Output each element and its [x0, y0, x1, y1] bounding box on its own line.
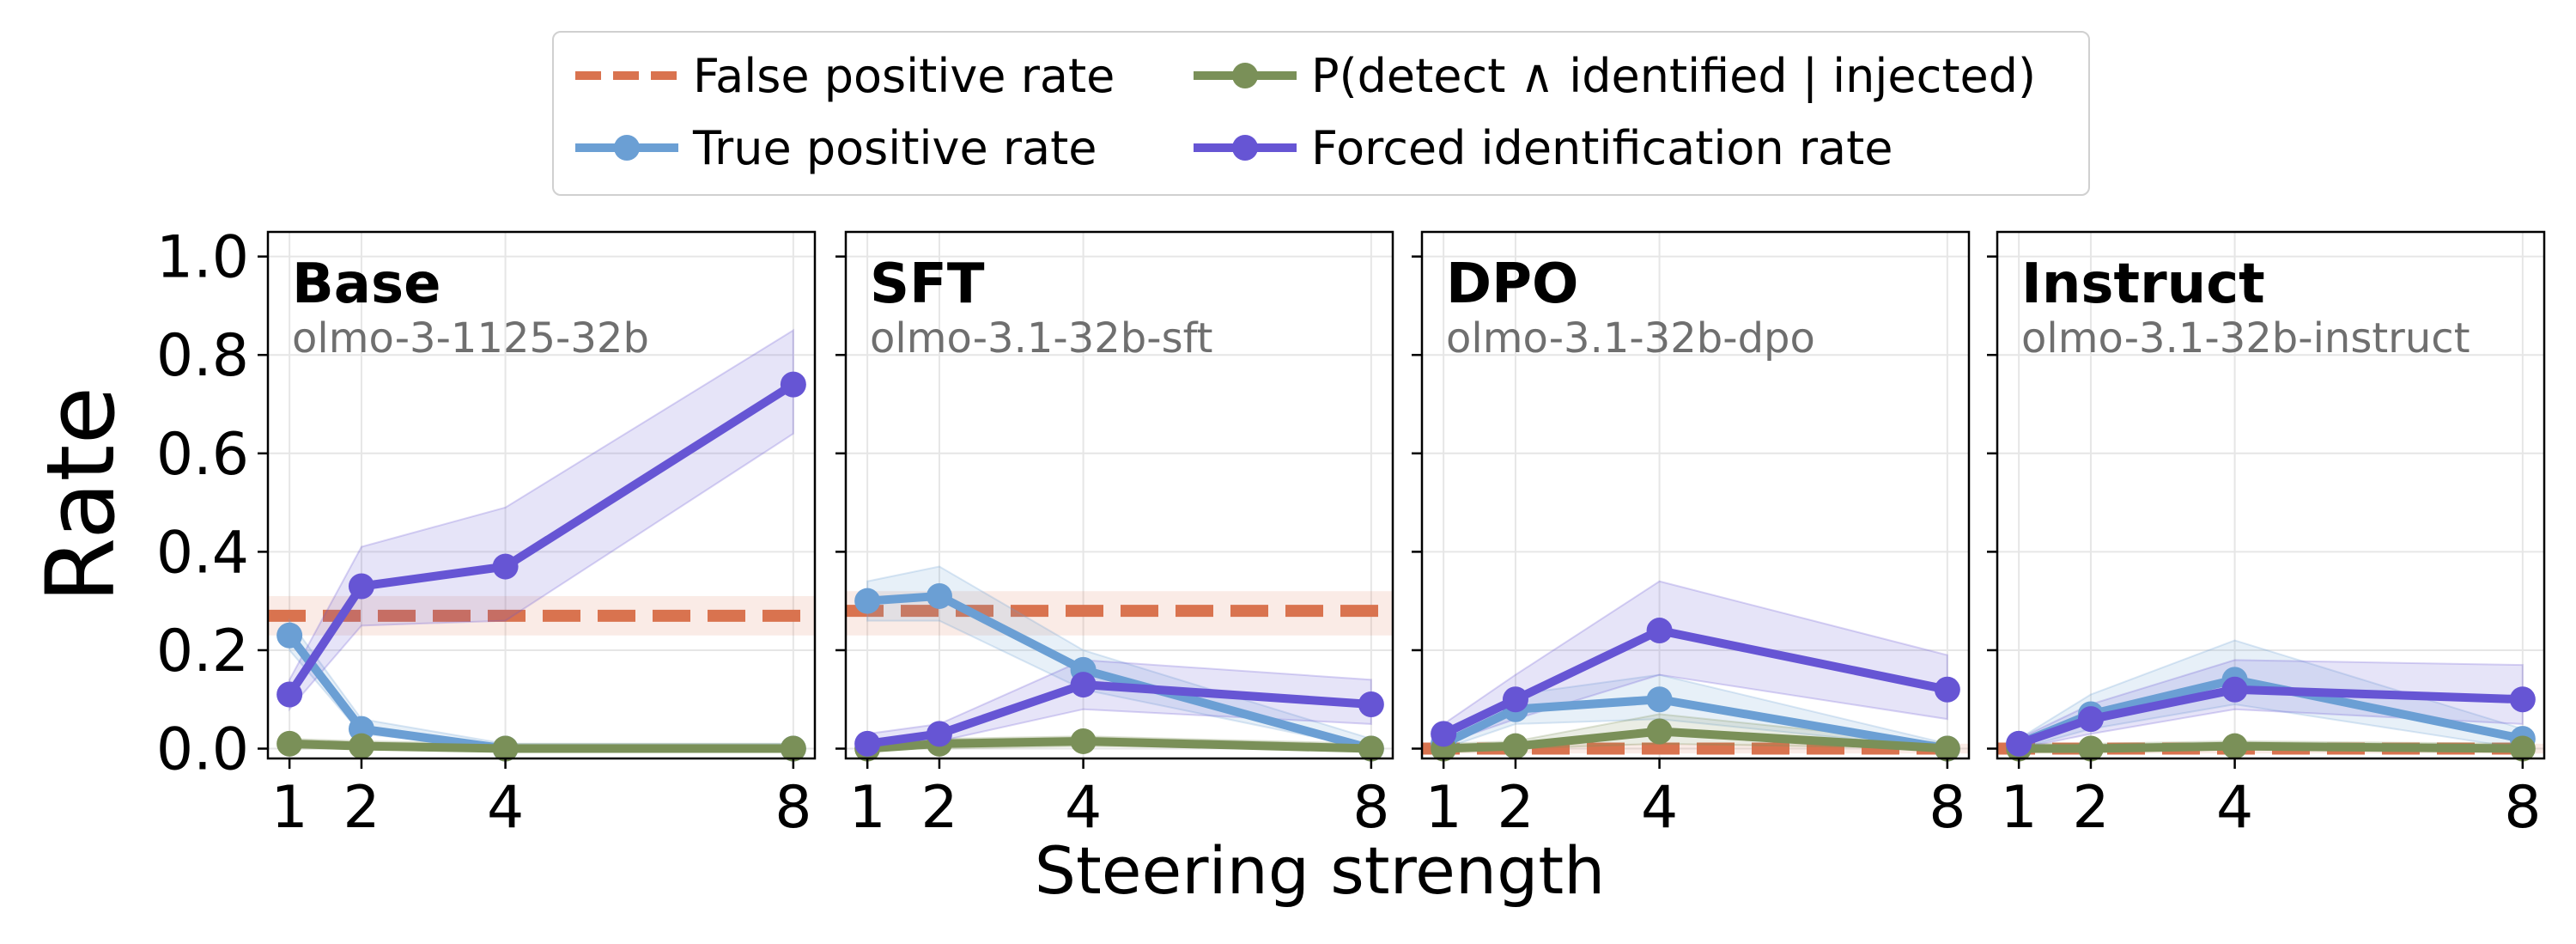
fir-point	[276, 681, 303, 708]
x-axis-label: Steering strength	[1035, 832, 1606, 909]
x-tick-label: 8	[775, 774, 811, 842]
panel-title: DPO	[1446, 253, 1578, 316]
fir-line	[285, 381, 796, 697]
pdi-point	[1070, 728, 1097, 754]
legend-swatch-tpr	[571, 122, 683, 174]
fir-point	[1502, 686, 1528, 713]
pdi-point	[276, 730, 303, 757]
fir-band	[289, 328, 794, 712]
panel-title: Instruct	[2021, 253, 2265, 316]
fir-line	[2017, 685, 2524, 748]
y-axis-label: Rate	[26, 387, 136, 603]
x-tick-label: 2	[920, 774, 957, 842]
legend-item-tpr: True positive rate	[571, 120, 1097, 175]
fir-point	[854, 730, 881, 757]
tpr-point	[276, 622, 303, 649]
pdi-point	[1502, 733, 1528, 759]
y-tick-label: 0.8	[156, 322, 249, 390]
x-tick-label: 2	[1497, 774, 1534, 842]
panel-subtitle: olmo-3.1-32b-sft	[870, 314, 1212, 362]
legend-swatch-pdi	[1189, 50, 1301, 101]
fir-line	[866, 680, 1372, 748]
tpr-point	[1646, 686, 1673, 713]
x-tick-label: 2	[2072, 774, 2109, 842]
x-tick-label: 4	[2216, 774, 2253, 842]
panel-frame	[1996, 230, 2546, 760]
y-tick-label: 0.4	[156, 519, 249, 587]
fir-point	[2221, 676, 2248, 703]
fir-point	[1070, 672, 1097, 698]
tpr-point	[854, 588, 881, 614]
pdi-line	[289, 739, 793, 753]
pdi-point	[2077, 735, 2104, 762]
pdi-point	[348, 733, 374, 759]
panel-frame	[266, 230, 817, 760]
panel-title: SFT	[870, 253, 985, 316]
fpr-band	[1422, 743, 1969, 754]
pdi-point	[1646, 718, 1673, 745]
x-tick-label: 1	[849, 774, 886, 842]
fir-point	[1358, 691, 1384, 717]
x-tick-label: 8	[2504, 774, 2541, 842]
x-tick-label: 1	[271, 774, 308, 842]
legend-label-pdi: P(detect ∧ identified | injected)	[1311, 48, 2037, 103]
x-tick-label: 8	[1929, 774, 1965, 842]
pdi-line	[2019, 741, 2523, 753]
x-tick-label: 1	[2001, 774, 2038, 842]
x-tick-label: 4	[487, 774, 524, 842]
x-tick-label: 8	[1352, 774, 1389, 842]
fir-point	[2006, 730, 2032, 757]
x-tick-label: 1	[1425, 774, 1462, 842]
legend-swatch-fir	[1189, 122, 1301, 174]
y-tick-label: 0.0	[156, 716, 249, 784]
tpr-line	[1441, 695, 1948, 753]
pdi-point	[2221, 733, 2248, 759]
fir-point	[1934, 676, 1960, 703]
panel-subtitle: olmo-3.1-32b-instruct	[2021, 314, 2470, 362]
pdi-point	[780, 735, 806, 762]
fir-point	[780, 371, 806, 398]
fir-point	[348, 573, 374, 600]
legend-swatch-fpr	[571, 50, 683, 101]
legend: False positive rate P(detect ∧ identifie…	[552, 31, 2090, 196]
x-tick-label: 2	[343, 774, 380, 842]
pdi-point	[492, 735, 519, 762]
panel-title: Base	[292, 253, 440, 316]
pdi-line	[1443, 727, 1948, 753]
fir-band	[2018, 659, 2524, 750]
panel-subtitle: olmo-3.1-32b-dpo	[1446, 314, 1815, 362]
y-tick-label: 0.6	[156, 421, 249, 489]
legend-label-fpr: False positive rate	[693, 48, 1115, 103]
y-tick-label: 0.2	[156, 618, 249, 685]
legend-item-fpr: False positive rate	[571, 48, 1115, 103]
fir-point	[492, 553, 519, 580]
legend-item-fir: Forced identification rate	[1189, 120, 1893, 175]
legend-item-pdi: P(detect ∧ identified | injected)	[1189, 48, 2037, 103]
x-tick-label: 4	[1641, 774, 1678, 842]
panel-frame	[1420, 230, 1971, 760]
pdi-point	[2509, 735, 2536, 762]
pdi-line	[866, 736, 1371, 753]
legend-label-tpr: True positive rate	[693, 120, 1097, 175]
fir-point	[2509, 686, 2536, 713]
fir-point	[1646, 618, 1673, 644]
pdi-point	[1358, 735, 1384, 762]
panel-frame	[844, 230, 1394, 760]
tpr-line	[866, 591, 1373, 753]
fir-point	[2077, 706, 2104, 733]
fir-point	[1431, 721, 1457, 747]
fir-point	[926, 721, 952, 747]
legend-label-fir: Forced identification rate	[1311, 120, 1893, 175]
fir-line	[1441, 626, 1948, 738]
x-tick-label: 4	[1065, 774, 1102, 842]
y-tick-label: 1.0	[156, 224, 249, 292]
panel-subtitle: olmo-3-1125-32b	[292, 314, 649, 362]
tpr-point	[926, 582, 952, 609]
pdi-point	[1934, 735, 1960, 762]
